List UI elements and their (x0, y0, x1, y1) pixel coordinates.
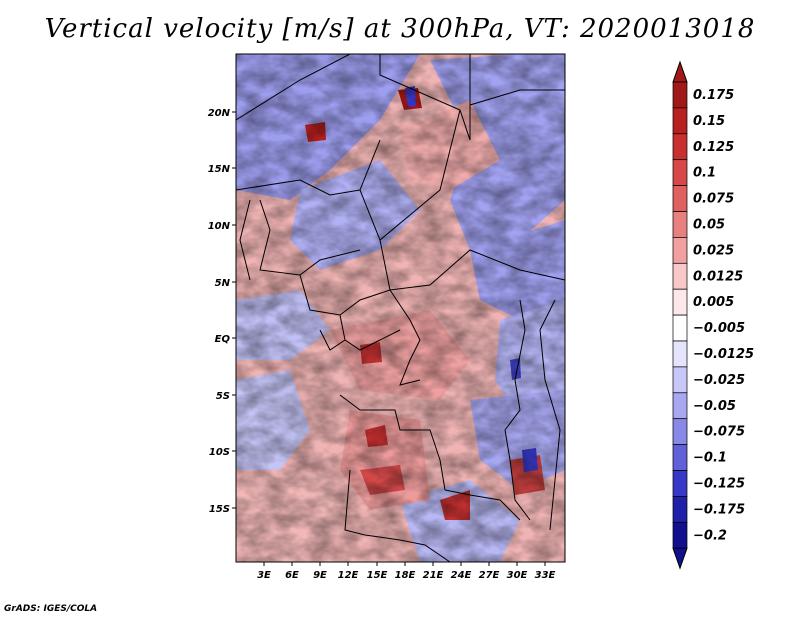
colorbar-swatch (672, 496, 688, 523)
country-borders (236, 54, 565, 562)
lat-label: 15N (208, 164, 231, 175)
colorbar-swatch (672, 288, 688, 316)
colorbar-label: −0.175 (693, 502, 745, 517)
chart-title: Vertical velocity [m/s] at 300hPa, VT: 2… (44, 14, 756, 44)
colorbar-label: −0.125 (693, 476, 745, 491)
lat-label: 5N (215, 278, 231, 289)
map-frame (235, 53, 566, 563)
colorbar-swatch (672, 314, 688, 342)
lon-label: 9E (313, 570, 327, 581)
lat-label: 5S (216, 391, 230, 402)
lon-label: 21E (423, 570, 444, 581)
colorbar-label: −0.0125 (693, 347, 754, 362)
lon-label: 18E (395, 570, 416, 581)
colorbar-label: 0.075 (693, 192, 734, 207)
colorbar-swatch (672, 262, 688, 290)
lat-label: 15S (209, 504, 230, 515)
colorbar-swatch (672, 159, 688, 186)
colorbar-label: −0.025 (693, 373, 745, 388)
lon-label: 12E (338, 570, 359, 581)
colorbar-label: 0.175 (693, 88, 734, 103)
lon-label: 30E (507, 570, 528, 581)
lat-label: EQ (215, 334, 231, 345)
colorbar-label: 0.15 (693, 114, 725, 129)
colorbar-label: 0.125 (693, 140, 734, 155)
colorbar-swatch (672, 211, 688, 238)
colorbar-swatch (672, 237, 688, 264)
colorbar-swatch (672, 444, 688, 471)
colorbar-swatch (672, 107, 688, 135)
colorbar-arrow-bottom (672, 547, 688, 570)
colorbar-label: 0.025 (693, 243, 734, 258)
lon-label: 6E (285, 570, 299, 581)
colorbar-arrow-top (672, 60, 688, 83)
velocity-field (236, 54, 565, 562)
colorbar-swatch (672, 81, 688, 109)
colorbar-swatch (672, 470, 688, 497)
credit-label: GrADS: IGES/COLA (4, 604, 98, 614)
lon-label: 3E (257, 570, 271, 581)
colorbar-swatch (672, 392, 688, 420)
colorbar-label: −0.1 (693, 451, 727, 466)
lon-label: 15E (367, 570, 388, 581)
colorbar: 0.175 0.15 0.125 0.1 0.075 0.05 0.025 0.0125 0.0… (672, 60, 754, 570)
colorbar-swatch (672, 366, 688, 394)
lat-label: 20N (208, 108, 231, 119)
colorbar-label: 0.005 (693, 295, 734, 310)
colorbar-label: 0.1 (693, 166, 716, 181)
lon-label: 24E (451, 570, 472, 581)
colorbar-label: 0.0125 (693, 269, 743, 284)
lon-label: 33E (535, 570, 556, 581)
colorbar-label: −0.05 (693, 399, 736, 414)
colorbar-swatch (672, 340, 688, 368)
lat-label: 10S (209, 447, 230, 458)
lon-label: 27E (479, 570, 500, 581)
axis-ticks (232, 111, 546, 566)
colorbar-swatch (672, 418, 688, 445)
colorbar-swatch (672, 521, 688, 549)
colorbar-label: 0.05 (693, 217, 725, 232)
lat-label: 10N (208, 221, 231, 232)
colorbar-label: −0.2 (693, 528, 727, 543)
colorbar-swatch (672, 185, 688, 212)
colorbar-swatch (672, 133, 688, 161)
colorbar-label: −0.075 (693, 425, 745, 440)
colorbar-label: −0.005 (693, 321, 745, 336)
